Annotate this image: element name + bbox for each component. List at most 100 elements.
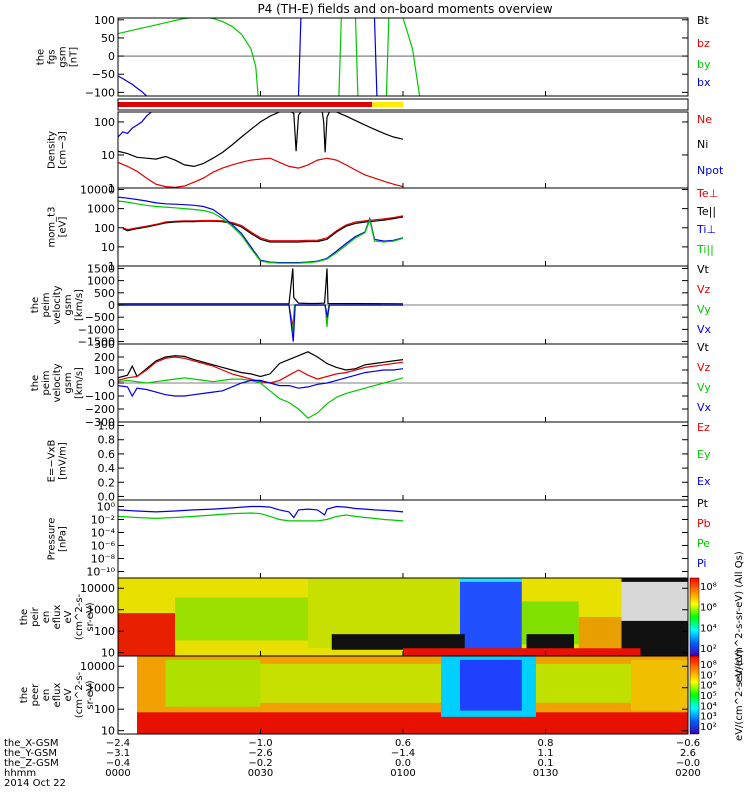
y-tick-label: 200 (94, 351, 115, 364)
series-line-Ni (118, 112, 404, 168)
x-axis-value: −1.0 (248, 738, 272, 749)
legend-entry: bx (697, 76, 711, 89)
y-axis: 1.00.80.60.40.20.0 (98, 420, 689, 503)
panel-2: 100 10 1 Density [cm−3] Ne Ni Npot (47, 111, 724, 195)
x-axis-value: 0030 (248, 768, 273, 779)
series-line-bx (118, 18, 378, 96)
x-axis-value: 1.1 (538, 748, 554, 759)
spectrogram-band (118, 656, 137, 734)
y-label-line: [mV/m] (58, 442, 69, 480)
series-line-Pe (118, 512, 404, 522)
y-tick-label: 100 (94, 625, 115, 638)
series-line-Vy (118, 304, 403, 332)
legend: Pt Pb Pe Pi (697, 497, 711, 570)
y-tick-label: 1500 (87, 262, 115, 275)
legend-entry: Pe (697, 537, 710, 550)
y-tick-label: 10⁻² (91, 514, 115, 527)
y-tick-label: 100 (94, 703, 115, 716)
mode-bar-segment (372, 102, 403, 107)
legend: Vt Vz Vy Vx (697, 263, 712, 336)
y-axis-label: the peer en eflux eV (cm^2-s-sr-eV) (19, 671, 96, 718)
legend-entry: by (697, 58, 711, 71)
y-tick-label: 10 (101, 241, 115, 254)
series-group (118, 351, 688, 419)
y-label-line: velocity (52, 363, 63, 402)
y-tick-label: 1000 (87, 682, 115, 695)
y-label-line: fgs (47, 49, 58, 64)
y-tick-label: 10000 (80, 660, 115, 673)
y-tick-label: 10⁻⁴ (91, 527, 116, 540)
y-label-line: eflux (52, 683, 63, 708)
x-axis-value: −3.1 (106, 748, 130, 759)
series-line-Ti⊥ (118, 196, 404, 264)
legend-entry: Vy (697, 303, 711, 316)
spectrogram-band (118, 613, 175, 656)
y-label-line: (cm^2-s- (74, 593, 85, 640)
y-tick-label: 10⁻⁶ (91, 540, 116, 553)
colorbar-tick-label: 10⁵ (700, 691, 717, 702)
y-axis-label: the peir en eflux eV (cm^2-s-sr-eV) (19, 593, 96, 640)
panel-frame (117, 111, 689, 189)
spectrogram-band (165, 659, 261, 707)
panel-frame (117, 98, 689, 111)
spectrogram-band (526, 634, 574, 650)
series-line-Vz (118, 356, 404, 384)
y-tick-label: 10 (101, 647, 115, 660)
spectrogram-band (331, 634, 465, 650)
y-label-line: eV (63, 688, 74, 701)
x-axis-value: 0.8 (538, 738, 554, 749)
panel-1 (117, 98, 689, 111)
x-axis-date: 2014 Oct 22 (4, 778, 66, 789)
y-label-line: velocity (52, 285, 63, 324)
x-axis-annotation: the_X-GSM −2.4 −1.0 0.6 0.8 −0.6 the_Y-GSM −3.1… (4, 738, 701, 789)
y-tick-label: 10000 (80, 184, 115, 197)
y-tick-label: −300 (85, 416, 115, 429)
spectrogram-band (621, 581, 688, 621)
x-axis-value: 0100 (390, 768, 415, 779)
y-label-line: eV (63, 610, 74, 623)
y-label-line: [cm−3] (58, 131, 69, 169)
x-axis-value: −2.6 (248, 748, 272, 759)
y-label-line: Pressure (47, 518, 58, 561)
y-label-line: eflux (52, 605, 63, 630)
y-label-line: [km/s] (74, 289, 85, 321)
y-tick-label: 500 (94, 287, 115, 300)
y-tick-label: 1000 (87, 275, 115, 288)
y-label-line: the (30, 375, 41, 391)
legend-entry: Vx (697, 401, 712, 414)
panel-3: 10000 1000 100 10 1 mom_t3 [eV] Te⊥ Te|| Ti⊥ Ti|| (47, 184, 719, 273)
y-tick-label: 10⁰ (97, 501, 116, 514)
y-label-line: sr-eV) (85, 602, 96, 631)
legend-entry: Vy (697, 381, 711, 394)
x-axis-value: 0200 (675, 768, 700, 779)
y-tick-label: 0 (108, 50, 115, 63)
colorbar-scale (689, 577, 700, 657)
y-label-line: the (36, 49, 47, 65)
y-label-line: en (41, 689, 52, 702)
series-line-Vt (118, 268, 404, 305)
y-tick-label: 100 (94, 116, 115, 129)
x-axis-value: −1.4 (391, 748, 415, 759)
y-axis-label: the peim velocity gsm [km/s] (30, 285, 85, 324)
colorbar-label: eV/(cm^2-s-sr-eV) (734, 649, 745, 741)
series-line-Ne (118, 157, 404, 188)
y-label-line: Density (47, 131, 58, 169)
y-label-line: en (41, 611, 52, 624)
series-line-Vz (118, 304, 403, 328)
y-tick-label: 0.2 (98, 476, 116, 489)
y-tick-label: −200 (85, 403, 115, 416)
y-label-line: the (19, 687, 30, 703)
legend-entry: Ni (697, 138, 708, 151)
x-axis-row-label: the_Z-GSM (4, 758, 59, 769)
colorbar-label: eV/(cm^2-s-sr-eV) (All Qs) (734, 551, 745, 683)
series-line-Vx (118, 368, 404, 398)
series-group (118, 112, 404, 188)
panel-0: 100 50 0 −50 −100 the fgs gsm [nT] Bt bz by bx (36, 14, 711, 100)
colorbar-tick-label: 10⁷ (700, 670, 717, 681)
y-label-line: peir (30, 606, 41, 626)
y-label-line: E=−VxB (47, 440, 58, 483)
y-tick-label: −1000 (78, 323, 115, 336)
